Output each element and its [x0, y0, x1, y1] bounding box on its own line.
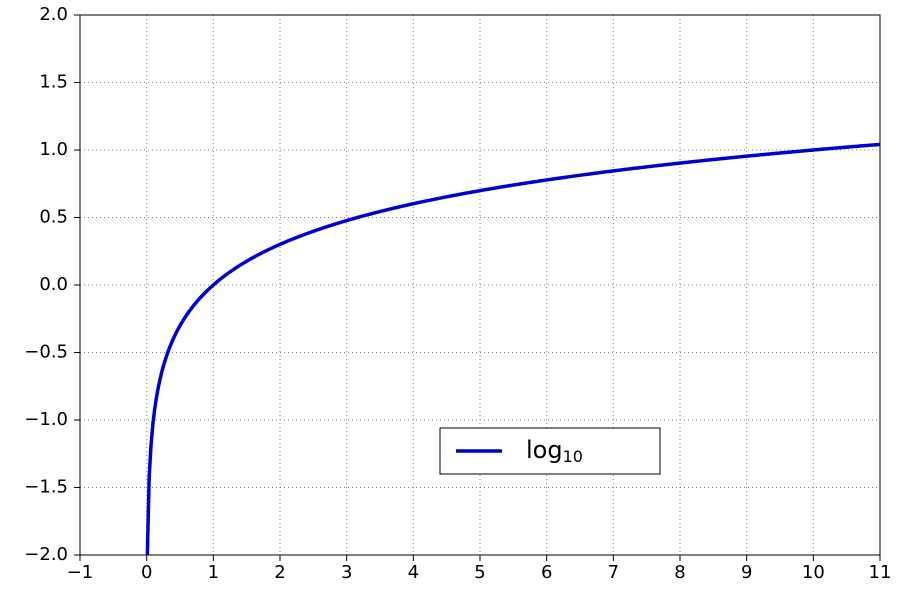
y-tick-label: −1.5: [24, 477, 68, 498]
y-tick-label: −0.5: [24, 342, 68, 363]
x-tick-label: 8: [674, 562, 685, 583]
log10-line-chart: −1 0 1 2 3 4 5 6 7 8 9 10 11 −2.0 −1.5 −1.0 −0.5 0.0 0.5 1.…: [0, 0, 900, 600]
y-tick-label: −1.0: [24, 409, 68, 430]
y-tick-label: 0.0: [39, 274, 68, 295]
x-tick-label: 4: [408, 562, 419, 583]
x-tick-label: 9: [741, 562, 752, 583]
y-tick-label: 1.0: [39, 139, 68, 160]
legend: log10: [440, 428, 660, 474]
chart-container: −1 0 1 2 3 4 5 6 7 8 9 10 11 −2.0 −1.5 −1.0 −0.5 0.0 0.5 1.…: [0, 0, 900, 600]
y-tick-label: −2.0: [24, 544, 68, 565]
x-tick-label: 2: [274, 562, 285, 583]
legend-label-text: log: [526, 436, 563, 464]
x-tick-label: 0: [141, 562, 152, 583]
x-tick-label: 3: [341, 562, 352, 583]
y-tick-label: 0.5: [39, 207, 68, 228]
x-tick-label: 7: [608, 562, 619, 583]
y-tick-label: 2.0: [39, 4, 68, 25]
x-tick-label: 10: [802, 562, 825, 583]
x-tick-label: 5: [474, 562, 485, 583]
x-tick-label: −1: [67, 562, 94, 583]
y-tick-label: 1.5: [39, 72, 68, 93]
x-tick-label: 1: [208, 562, 219, 583]
x-tick-label: 11: [869, 562, 892, 583]
legend-label-sub: 10: [563, 447, 583, 466]
x-tick-label: 6: [541, 562, 552, 583]
